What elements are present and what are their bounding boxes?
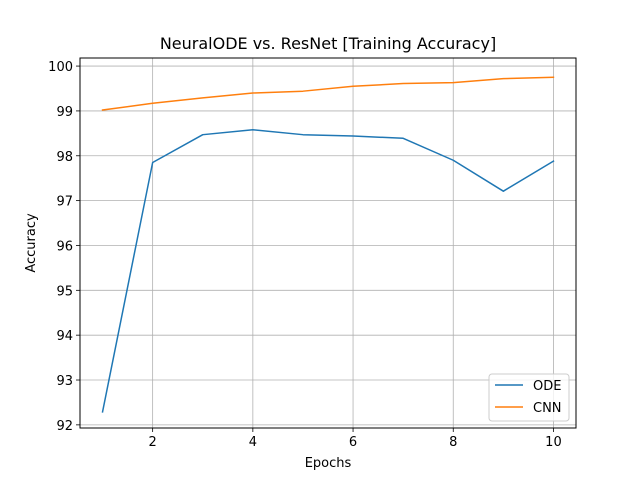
- grid-lines: [80, 58, 576, 428]
- x-tick-label: 2: [149, 435, 157, 450]
- y-tick-label: 100: [48, 60, 73, 75]
- y-tick-label: 92: [56, 419, 73, 434]
- y-tick-label: 99: [56, 105, 73, 120]
- y-axis-label: Accuracy: [24, 213, 39, 273]
- y-tick-label: 94: [56, 329, 73, 344]
- chart-title: NeuralODE vs. ResNet [Training Accuracy]: [160, 34, 496, 53]
- x-tick-label: 8: [449, 435, 457, 450]
- x-axis-label: Epochs: [305, 456, 352, 471]
- legend: ODE CNN: [488, 373, 570, 422]
- x-tick-label: 4: [249, 435, 257, 450]
- x-tick-label: 10: [545, 435, 562, 450]
- plot-frame: [79, 57, 577, 429]
- series-line-ode: [101, 129, 555, 413]
- legend-label-cnn: CNN: [533, 401, 562, 416]
- x-tick-label: 6: [349, 435, 357, 450]
- y-tick-label: 97: [56, 195, 73, 210]
- legend-label-ode: ODE: [533, 379, 561, 394]
- y-tick-label: 96: [56, 239, 73, 254]
- y-tick-label: 93: [56, 374, 73, 389]
- y-tick-label: 95: [56, 284, 73, 299]
- y-tick-label: 98: [56, 150, 73, 165]
- series-lines: [101, 76, 555, 413]
- axis-ticks: 2 4 6 8 10 92 93 94 95 96 97 98 99 100: [48, 60, 562, 450]
- series-line-cnn: [101, 76, 555, 111]
